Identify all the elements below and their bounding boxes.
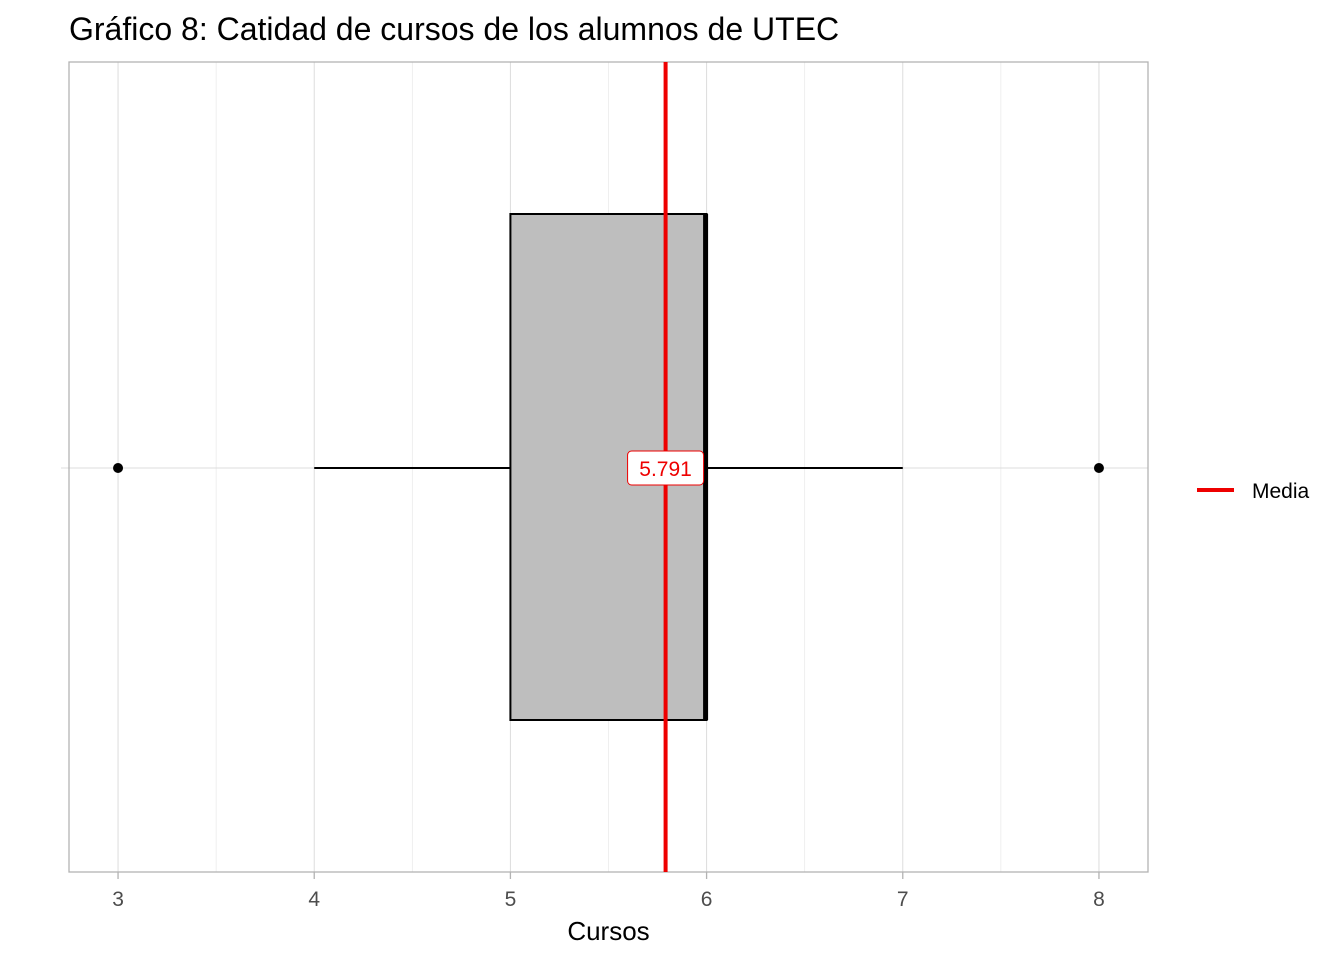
x-axis-title: Cursos: [567, 916, 649, 946]
chart-title: Gráfico 8: Catidad de cursos de los alum…: [69, 11, 839, 47]
outlier-point: [113, 463, 124, 473]
x-tick-label: 8: [1093, 888, 1105, 911]
legend-label-media: Media: [1252, 480, 1310, 503]
x-tick-label: 5: [505, 888, 517, 911]
mean-label-box: [627, 450, 705, 486]
x-tick-label: 7: [897, 888, 909, 911]
outlier-point: [1093, 463, 1104, 473]
x-axis-ticks: 3 4 5 6 7 8: [112, 872, 1105, 911]
x-tick-label: 6: [701, 888, 713, 911]
outlier-points: [113, 463, 1104, 473]
x-tick-label: 3: [112, 888, 124, 911]
mean-label: 5.791: [639, 458, 692, 481]
plot-panel-border: [68, 61, 1149, 873]
x-tick-label: 4: [308, 888, 320, 911]
